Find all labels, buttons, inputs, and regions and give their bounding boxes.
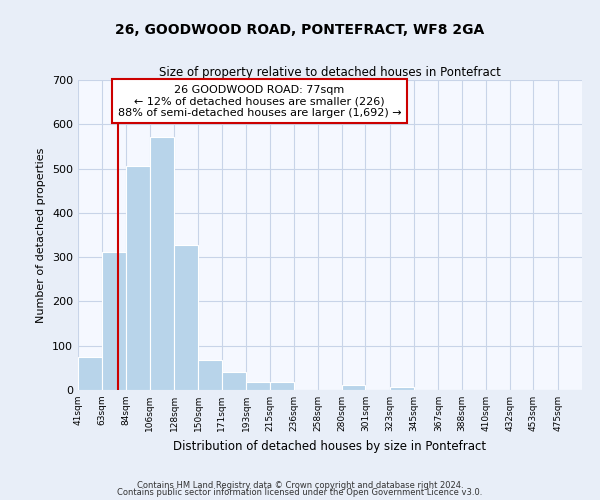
Bar	[271, 382, 293, 390]
Text: Contains HM Land Registry data © Crown copyright and database right 2024.: Contains HM Land Registry data © Crown c…	[137, 480, 463, 490]
Bar	[342, 384, 365, 390]
X-axis label: Distribution of detached houses by size in Pontefract: Distribution of detached houses by size …	[173, 440, 487, 452]
Bar	[389, 387, 414, 390]
Bar	[78, 357, 103, 390]
Bar	[150, 136, 174, 390]
Bar	[199, 360, 221, 390]
Text: Contains public sector information licensed under the Open Government Licence v3: Contains public sector information licen…	[118, 488, 482, 497]
Bar	[221, 372, 246, 390]
Bar	[246, 382, 271, 390]
Title: Size of property relative to detached houses in Pontefract: Size of property relative to detached ho…	[159, 66, 501, 79]
Y-axis label: Number of detached properties: Number of detached properties	[37, 148, 46, 322]
Bar	[125, 166, 150, 390]
Text: 26 GOODWOOD ROAD: 77sqm
← 12% of detached houses are smaller (226)
88% of semi-d: 26 GOODWOOD ROAD: 77sqm ← 12% of detache…	[118, 84, 401, 118]
Bar	[103, 252, 125, 390]
Text: 26, GOODWOOD ROAD, PONTEFRACT, WF8 2GA: 26, GOODWOOD ROAD, PONTEFRACT, WF8 2GA	[115, 22, 485, 36]
Bar	[174, 245, 199, 390]
